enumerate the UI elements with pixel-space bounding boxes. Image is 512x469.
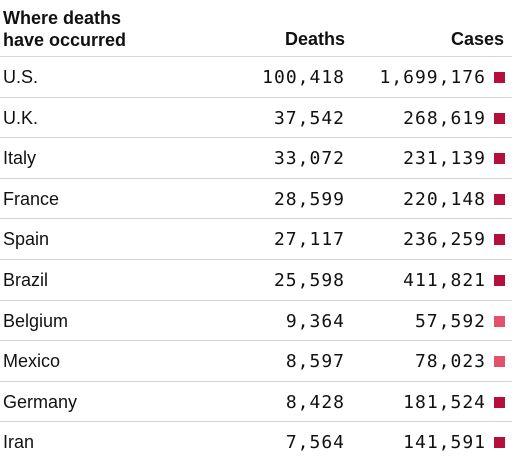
square-marker-icon	[494, 193, 505, 205]
cases-value: 57,592	[414, 310, 486, 332]
table-row: Italy 33,072 231,139	[0, 138, 512, 179]
table-body: U.S. 100,418 1,699,176 U.K. 37,542 268,619 Ita…	[0, 57, 512, 463]
deaths-value: 25,598	[273, 269, 345, 291]
table-row: U.S. 100,418 1,699,176	[0, 57, 512, 98]
deaths-column-header: Deaths	[284, 29, 345, 49]
deaths-value: 27,117	[273, 229, 345, 251]
table-row: Brazil 25,598 411,821	[0, 260, 512, 301]
deaths-value: 8,428	[285, 391, 345, 413]
deaths-value: 37,542	[273, 107, 345, 129]
cases-value: 181,524	[403, 391, 486, 413]
square-marker-icon	[494, 356, 505, 368]
table-row: Spain 27,117 236,259	[0, 219, 512, 260]
square-marker-icon	[494, 234, 505, 246]
country-name: U.K.	[3, 107, 39, 128]
deaths-value: 28,599	[273, 188, 345, 210]
cases-value: 231,139	[403, 148, 486, 170]
square-marker-icon	[494, 437, 505, 449]
cases-column-header: Cases	[450, 29, 504, 49]
country-name: France	[3, 188, 60, 209]
cases-value: 78,023	[414, 351, 486, 373]
square-marker-icon	[494, 396, 505, 408]
country-name: Italy	[3, 148, 37, 169]
cases-value: 1,699,176	[379, 67, 486, 88]
square-marker-icon	[494, 153, 505, 165]
square-marker-icon	[494, 72, 505, 83]
table-row: U.K. 37,542 268,619	[0, 98, 512, 139]
country-name: U.S.	[3, 67, 39, 87]
country-name: Brazil	[3, 269, 49, 290]
table-row: Mexico 8,597 78,023	[0, 341, 512, 382]
deaths-value: 7,564	[285, 432, 345, 454]
deaths-value: 9,364	[285, 310, 345, 332]
table-row: Germany 8,428 181,524	[0, 382, 512, 423]
table-row: France 28,599 220,148	[0, 179, 512, 220]
cases-value: 411,821	[403, 269, 486, 291]
square-marker-icon	[494, 112, 505, 124]
country-name: Mexico	[3, 351, 61, 372]
country-name: Belgium	[3, 310, 69, 331]
country-name: Germany	[3, 391, 78, 412]
table-row: Belgium 9,364 57,592	[0, 301, 512, 342]
country-name: Iran	[3, 432, 35, 453]
cases-value: 220,148	[403, 188, 486, 210]
square-marker-icon	[494, 274, 505, 286]
cases-value: 141,591	[403, 432, 486, 454]
table-header: Where deaths have occurred Deaths Cases	[0, 0, 512, 57]
country-name: Spain	[3, 229, 50, 250]
table-title: Where deaths have occurred	[3, 8, 127, 50]
cases-value: 268,619	[403, 107, 486, 129]
deaths-value: 8,597	[285, 351, 345, 373]
square-marker-icon	[494, 315, 505, 327]
deaths-value: 33,072	[273, 148, 345, 170]
cases-value: 236,259	[403, 229, 486, 251]
deaths-value: 100,418	[262, 67, 345, 88]
table-row: Iran 7,564 141,591	[0, 422, 512, 463]
